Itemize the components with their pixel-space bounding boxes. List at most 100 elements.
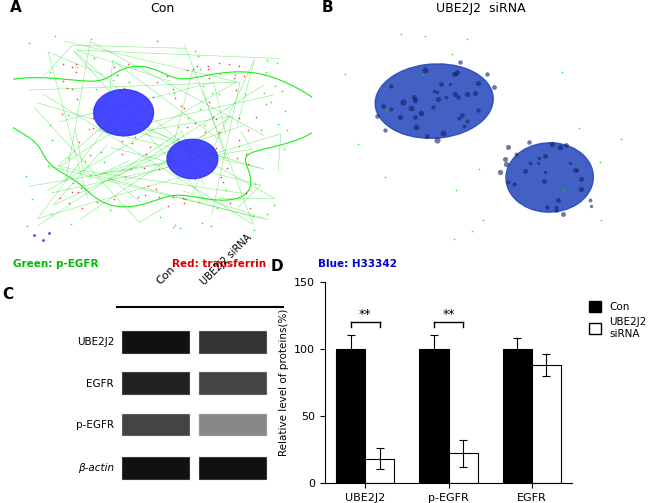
Text: Green: p-EGFR: Green: p-EGFR [13, 259, 99, 269]
Point [71, 60, 81, 68]
Point [214, 128, 225, 136]
Bar [336, 349, 365, 483]
Point [501, 160, 512, 168]
Point [385, 81, 396, 90]
Point [575, 175, 586, 183]
Point [190, 47, 201, 55]
Point [558, 186, 569, 194]
Point [181, 65, 192, 73]
Point [170, 221, 180, 229]
Point [131, 119, 141, 127]
Point [105, 206, 116, 214]
Point [141, 150, 151, 158]
Point [261, 210, 272, 218]
Point [586, 202, 596, 210]
Point [454, 58, 465, 66]
Point [454, 114, 464, 122]
Point [261, 68, 272, 76]
Point [249, 226, 259, 234]
Point [251, 113, 261, 121]
Point [243, 126, 254, 134]
Point [215, 70, 226, 78]
Point [155, 213, 165, 221]
Point [169, 89, 179, 97]
Point [190, 175, 200, 183]
Point [380, 173, 390, 181]
Point [123, 60, 133, 68]
Point [152, 37, 162, 45]
Point [499, 155, 510, 163]
Text: Red: transferrin: Red: transferrin [172, 259, 266, 269]
Point [80, 157, 90, 165]
Point [120, 173, 130, 181]
Point [55, 194, 65, 202]
Point [133, 193, 143, 201]
Point [71, 68, 81, 76]
Point [119, 102, 129, 110]
Point [561, 141, 571, 149]
Bar [122, 413, 190, 436]
Point [557, 68, 567, 76]
Point [411, 123, 421, 131]
Point [168, 86, 178, 94]
Point [180, 195, 190, 203]
Point [381, 106, 391, 114]
Point [116, 103, 127, 111]
Point [57, 77, 68, 85]
Point [111, 127, 122, 135]
Point [260, 71, 270, 79]
Point [445, 79, 455, 88]
Point [192, 62, 203, 70]
Point [538, 177, 549, 185]
Bar [199, 457, 267, 479]
Point [26, 195, 36, 203]
Point [415, 110, 426, 118]
Point [179, 105, 190, 113]
Point [524, 138, 534, 146]
Point [428, 103, 439, 111]
Point [45, 68, 55, 76]
Point [441, 93, 451, 101]
Point [508, 181, 519, 189]
Point [111, 71, 122, 79]
Point [225, 199, 235, 207]
Point [551, 203, 561, 211]
Text: UBE2J2  siRNA: UBE2J2 siRNA [436, 3, 526, 16]
Point [495, 168, 506, 176]
Point [118, 84, 129, 92]
Point [168, 194, 178, 202]
Point [266, 98, 276, 106]
Point [502, 143, 513, 151]
Point [418, 69, 428, 77]
Point [214, 91, 224, 99]
Point [107, 76, 118, 84]
Point [76, 184, 86, 192]
Point [198, 121, 209, 129]
Text: **: ** [442, 307, 455, 320]
Point [224, 60, 235, 68]
Point [57, 110, 67, 118]
Point [552, 196, 563, 204]
Point [187, 65, 198, 73]
Point [520, 167, 530, 175]
Text: Con: Con [155, 265, 177, 287]
Point [22, 222, 32, 230]
Point [232, 153, 242, 161]
Point [233, 114, 244, 122]
Point [194, 105, 205, 113]
Point [38, 236, 48, 244]
Point [176, 102, 187, 110]
Point [197, 219, 207, 227]
Point [429, 88, 439, 96]
Point [200, 128, 211, 136]
Point [421, 32, 431, 40]
Ellipse shape [375, 64, 493, 138]
Point [109, 63, 120, 71]
Point [138, 164, 149, 172]
Point [432, 88, 442, 96]
Point [502, 178, 513, 186]
Point [489, 82, 499, 91]
Point [66, 220, 76, 228]
Point [68, 179, 78, 187]
Point [87, 114, 98, 122]
